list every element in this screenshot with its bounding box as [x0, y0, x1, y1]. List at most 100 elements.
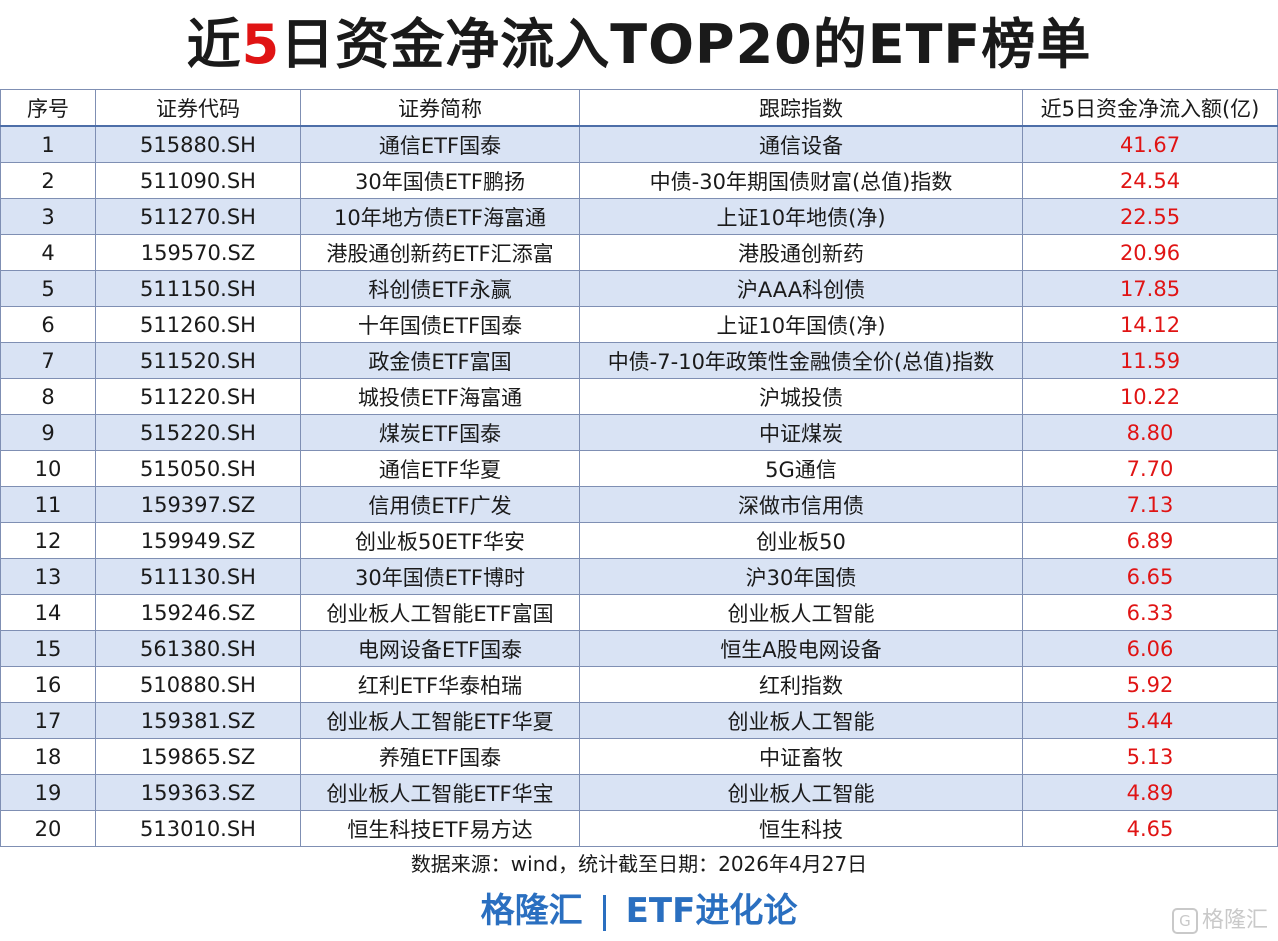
cell-code: 561380.SH — [95, 630, 301, 667]
cell-rank: 10 — [0, 450, 96, 487]
cell-index: 上证10年国债(净) — [579, 306, 1023, 343]
cell-inflow: 5.92 — [1022, 666, 1278, 703]
cell-inflow: 4.65 — [1022, 810, 1278, 847]
cell-index: 中证煤炭 — [579, 414, 1023, 451]
cell-rank: 18 — [0, 738, 96, 775]
cell-rank: 2 — [0, 162, 96, 199]
table-row: 3 511270.SH 10年地方债ETF海富通 上证10年地债(净) 22.55 — [0, 198, 1278, 235]
title-suffix: 日资金净流入TOP20的ETF榜单 — [280, 13, 1092, 76]
cell-inflow: 17.85 — [1022, 270, 1278, 307]
cell-rank: 12 — [0, 522, 96, 559]
cell-index: 中证畜牧 — [579, 738, 1023, 775]
table-row: 15 561380.SH 电网设备ETF国泰 恒生A股电网设备 6.06 — [0, 630, 1278, 667]
table-row: 2 511090.SH 30年国债ETF鹏扬 中债-30年期国债财富(总值)指数 24.… — [0, 162, 1278, 199]
cell-name: 通信ETF国泰 — [300, 125, 580, 163]
cell-code: 159363.SZ — [95, 774, 301, 811]
cell-index: 中债-7-10年政策性金融债全价(总值)指数 — [579, 342, 1023, 379]
brand-divider — [602, 894, 606, 931]
col-header-inflow: 近5日资金净流入额(亿) — [1022, 89, 1278, 127]
cell-inflow: 11.59 — [1022, 342, 1278, 379]
cell-rank: 13 — [0, 558, 96, 595]
cell-rank: 11 — [0, 486, 96, 523]
cell-rank: 16 — [0, 666, 96, 703]
cell-code: 511150.SH — [95, 270, 301, 307]
watermark: G 格隆汇 — [1171, 902, 1268, 934]
table-row: 12 159949.SZ 创业板50ETF华安 创业板50 6.89 — [0, 522, 1278, 559]
cell-name: 港股通创新药ETF汇添富 — [300, 234, 580, 271]
table-row: 10 515050.SH 通信ETF华夏 5G通信 7.70 — [0, 450, 1278, 487]
cell-name: 30年国债ETF博时 — [300, 558, 580, 595]
cell-inflow: 20.96 — [1022, 234, 1278, 271]
cell-name: 30年国债ETF鹏扬 — [300, 162, 580, 199]
col-header-code: 证券代码 — [95, 89, 301, 127]
cell-rank: 6 — [0, 306, 96, 343]
cell-code: 511260.SH — [95, 306, 301, 343]
cell-inflow: 6.06 — [1022, 630, 1278, 667]
cell-rank: 5 — [0, 270, 96, 307]
cell-code: 511130.SH — [95, 558, 301, 595]
cell-name: 通信ETF华夏 — [300, 450, 580, 487]
cell-rank: 8 — [0, 378, 96, 415]
cell-name: 养殖ETF国泰 — [300, 738, 580, 775]
cell-code: 159570.SZ — [95, 234, 301, 271]
cell-code: 159865.SZ — [95, 738, 301, 775]
cell-rank: 3 — [0, 198, 96, 235]
cell-rank: 20 — [0, 810, 96, 847]
table-row: 1 515880.SH 通信ETF国泰 通信设备 41.67 — [0, 125, 1278, 163]
table-row: 4 159570.SZ 港股通创新药ETF汇添富 港股通创新药 20.96 — [0, 234, 1278, 271]
cell-name: 创业板人工智能ETF华夏 — [300, 702, 580, 739]
cell-inflow: 8.80 — [1022, 414, 1278, 451]
cell-index: 恒生科技 — [579, 810, 1023, 847]
cell-code: 159949.SZ — [95, 522, 301, 559]
cell-inflow: 5.13 — [1022, 738, 1278, 775]
brand-footer: 格隆汇 ETF进化论 — [0, 888, 1278, 934]
cell-inflow: 24.54 — [1022, 162, 1278, 199]
table-row: 18 159865.SZ 养殖ETF国泰 中证畜牧 5.13 — [0, 738, 1278, 775]
col-header-index: 跟踪指数 — [579, 89, 1023, 127]
cell-index: 沪AAA科创债 — [579, 270, 1023, 307]
cell-inflow: 4.89 — [1022, 774, 1278, 811]
cell-index: 恒生A股电网设备 — [579, 630, 1023, 667]
cell-inflow: 6.89 — [1022, 522, 1278, 559]
table-row: 20 513010.SH 恒生科技ETF易方达 恒生科技 4.65 — [0, 810, 1278, 847]
cell-name: 创业板人工智能ETF华宝 — [300, 774, 580, 811]
cell-rank: 14 — [0, 594, 96, 631]
table-row: 19 159363.SZ 创业板人工智能ETF华宝 创业板人工智能 4.89 — [0, 774, 1278, 811]
cell-code: 159397.SZ — [95, 486, 301, 523]
cell-index: 上证10年地债(净) — [579, 198, 1023, 235]
cell-code: 515220.SH — [95, 414, 301, 451]
cell-code: 515880.SH — [95, 125, 301, 163]
cell-rank: 1 — [0, 125, 96, 163]
cell-name: 城投债ETF海富通 — [300, 378, 580, 415]
cell-name: 创业板50ETF华安 — [300, 522, 580, 559]
table-row: 17 159381.SZ 创业板人工智能ETF华夏 创业板人工智能 5.44 — [0, 702, 1278, 739]
cell-inflow: 5.44 — [1022, 702, 1278, 739]
cell-index: 沪城投债 — [579, 378, 1023, 415]
cell-inflow: 22.55 — [1022, 198, 1278, 235]
cell-code: 511270.SH — [95, 198, 301, 235]
col-header-rank: 序号 — [0, 89, 96, 127]
cell-rank: 17 — [0, 702, 96, 739]
cell-index: 港股通创新药 — [579, 234, 1023, 271]
cell-inflow: 7.13 — [1022, 486, 1278, 523]
page-title: 近5日资金净流入TOP20的ETF榜单 — [0, 8, 1278, 82]
cell-code: 511520.SH — [95, 342, 301, 379]
cell-rank: 19 — [0, 774, 96, 811]
cell-code: 515050.SH — [95, 450, 301, 487]
title-number: 5 — [241, 13, 281, 76]
table-body: 1 515880.SH 通信ETF国泰 通信设备 41.67 2 511090.SH 30年国… — [0, 125, 1278, 847]
etf-ranking-table: 序号 证券代码 证券简称 跟踪指数 近5日资金净流入额(亿) 1 515880.S… — [0, 89, 1278, 847]
cell-index: 沪30年国债 — [579, 558, 1023, 595]
cell-inflow: 6.65 — [1022, 558, 1278, 595]
table-row: 14 159246.SZ 创业板人工智能ETF富国 创业板人工智能 6.33 — [0, 594, 1278, 631]
cell-code: 511090.SH — [95, 162, 301, 199]
table-row: 7 511520.SH 政金债ETF富国 中债-7-10年政策性金融债全价(总值)指数… — [0, 342, 1278, 379]
cell-name: 信用债ETF广发 — [300, 486, 580, 523]
cell-name: 科创债ETF永赢 — [300, 270, 580, 307]
watermark-text: 格隆汇 — [1201, 908, 1268, 933]
cell-rank: 7 — [0, 342, 96, 379]
cell-index: 5G通信 — [579, 450, 1023, 487]
data-source-note: 数据来源：wind，统计截至日期：2026年4月27日 — [410, 852, 868, 876]
cell-code: 510880.SH — [95, 666, 301, 703]
cell-name: 煤炭ETF国泰 — [300, 414, 580, 451]
